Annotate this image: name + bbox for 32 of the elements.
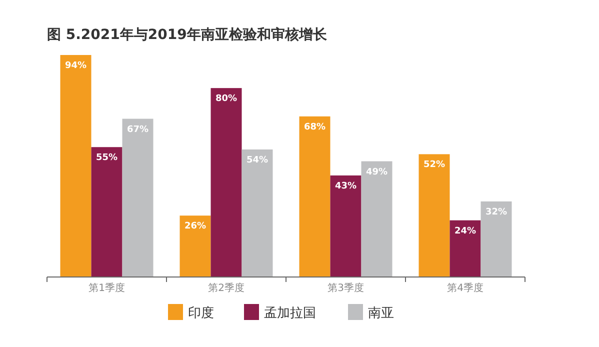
bar [330, 175, 362, 277]
data-label: 26% [184, 222, 206, 232]
data-label: 32% [485, 207, 508, 218]
data-label: 80% [215, 94, 238, 104]
bar [180, 216, 211, 277]
bar [91, 147, 122, 277]
bar [418, 154, 450, 277]
data-label: 67% [126, 124, 149, 135]
x-tick-label: 第3季度 [328, 282, 364, 294]
bar [299, 116, 330, 277]
x-tick-label: 第4季度 [447, 282, 484, 294]
x-tick-label: 第1季度 [88, 282, 125, 294]
bar [60, 55, 92, 277]
data-label: 54% [246, 155, 268, 166]
legend-label: 印度 [188, 305, 214, 321]
data-label: 43% [334, 181, 357, 192]
bar [242, 149, 273, 277]
legend-label: 南亚 [368, 306, 394, 321]
data-label: 94% [64, 61, 87, 71]
bar [480, 201, 512, 277]
data-label: 68% [304, 122, 326, 132]
bar [122, 118, 154, 277]
data-label: 49% [366, 167, 388, 178]
chart-title: 图 5.2021年与2019年南亚检验和审核增长 [47, 26, 328, 43]
data-label: 52% [423, 160, 446, 170]
legend-label: 孟加拉国 [264, 306, 316, 321]
data-label: 55% [96, 153, 118, 164]
data-label: 24% [454, 226, 476, 236]
x-tick-label: 第2季度 [208, 282, 244, 294]
bar [361, 161, 392, 277]
bar [450, 220, 481, 277]
bar [210, 88, 242, 277]
